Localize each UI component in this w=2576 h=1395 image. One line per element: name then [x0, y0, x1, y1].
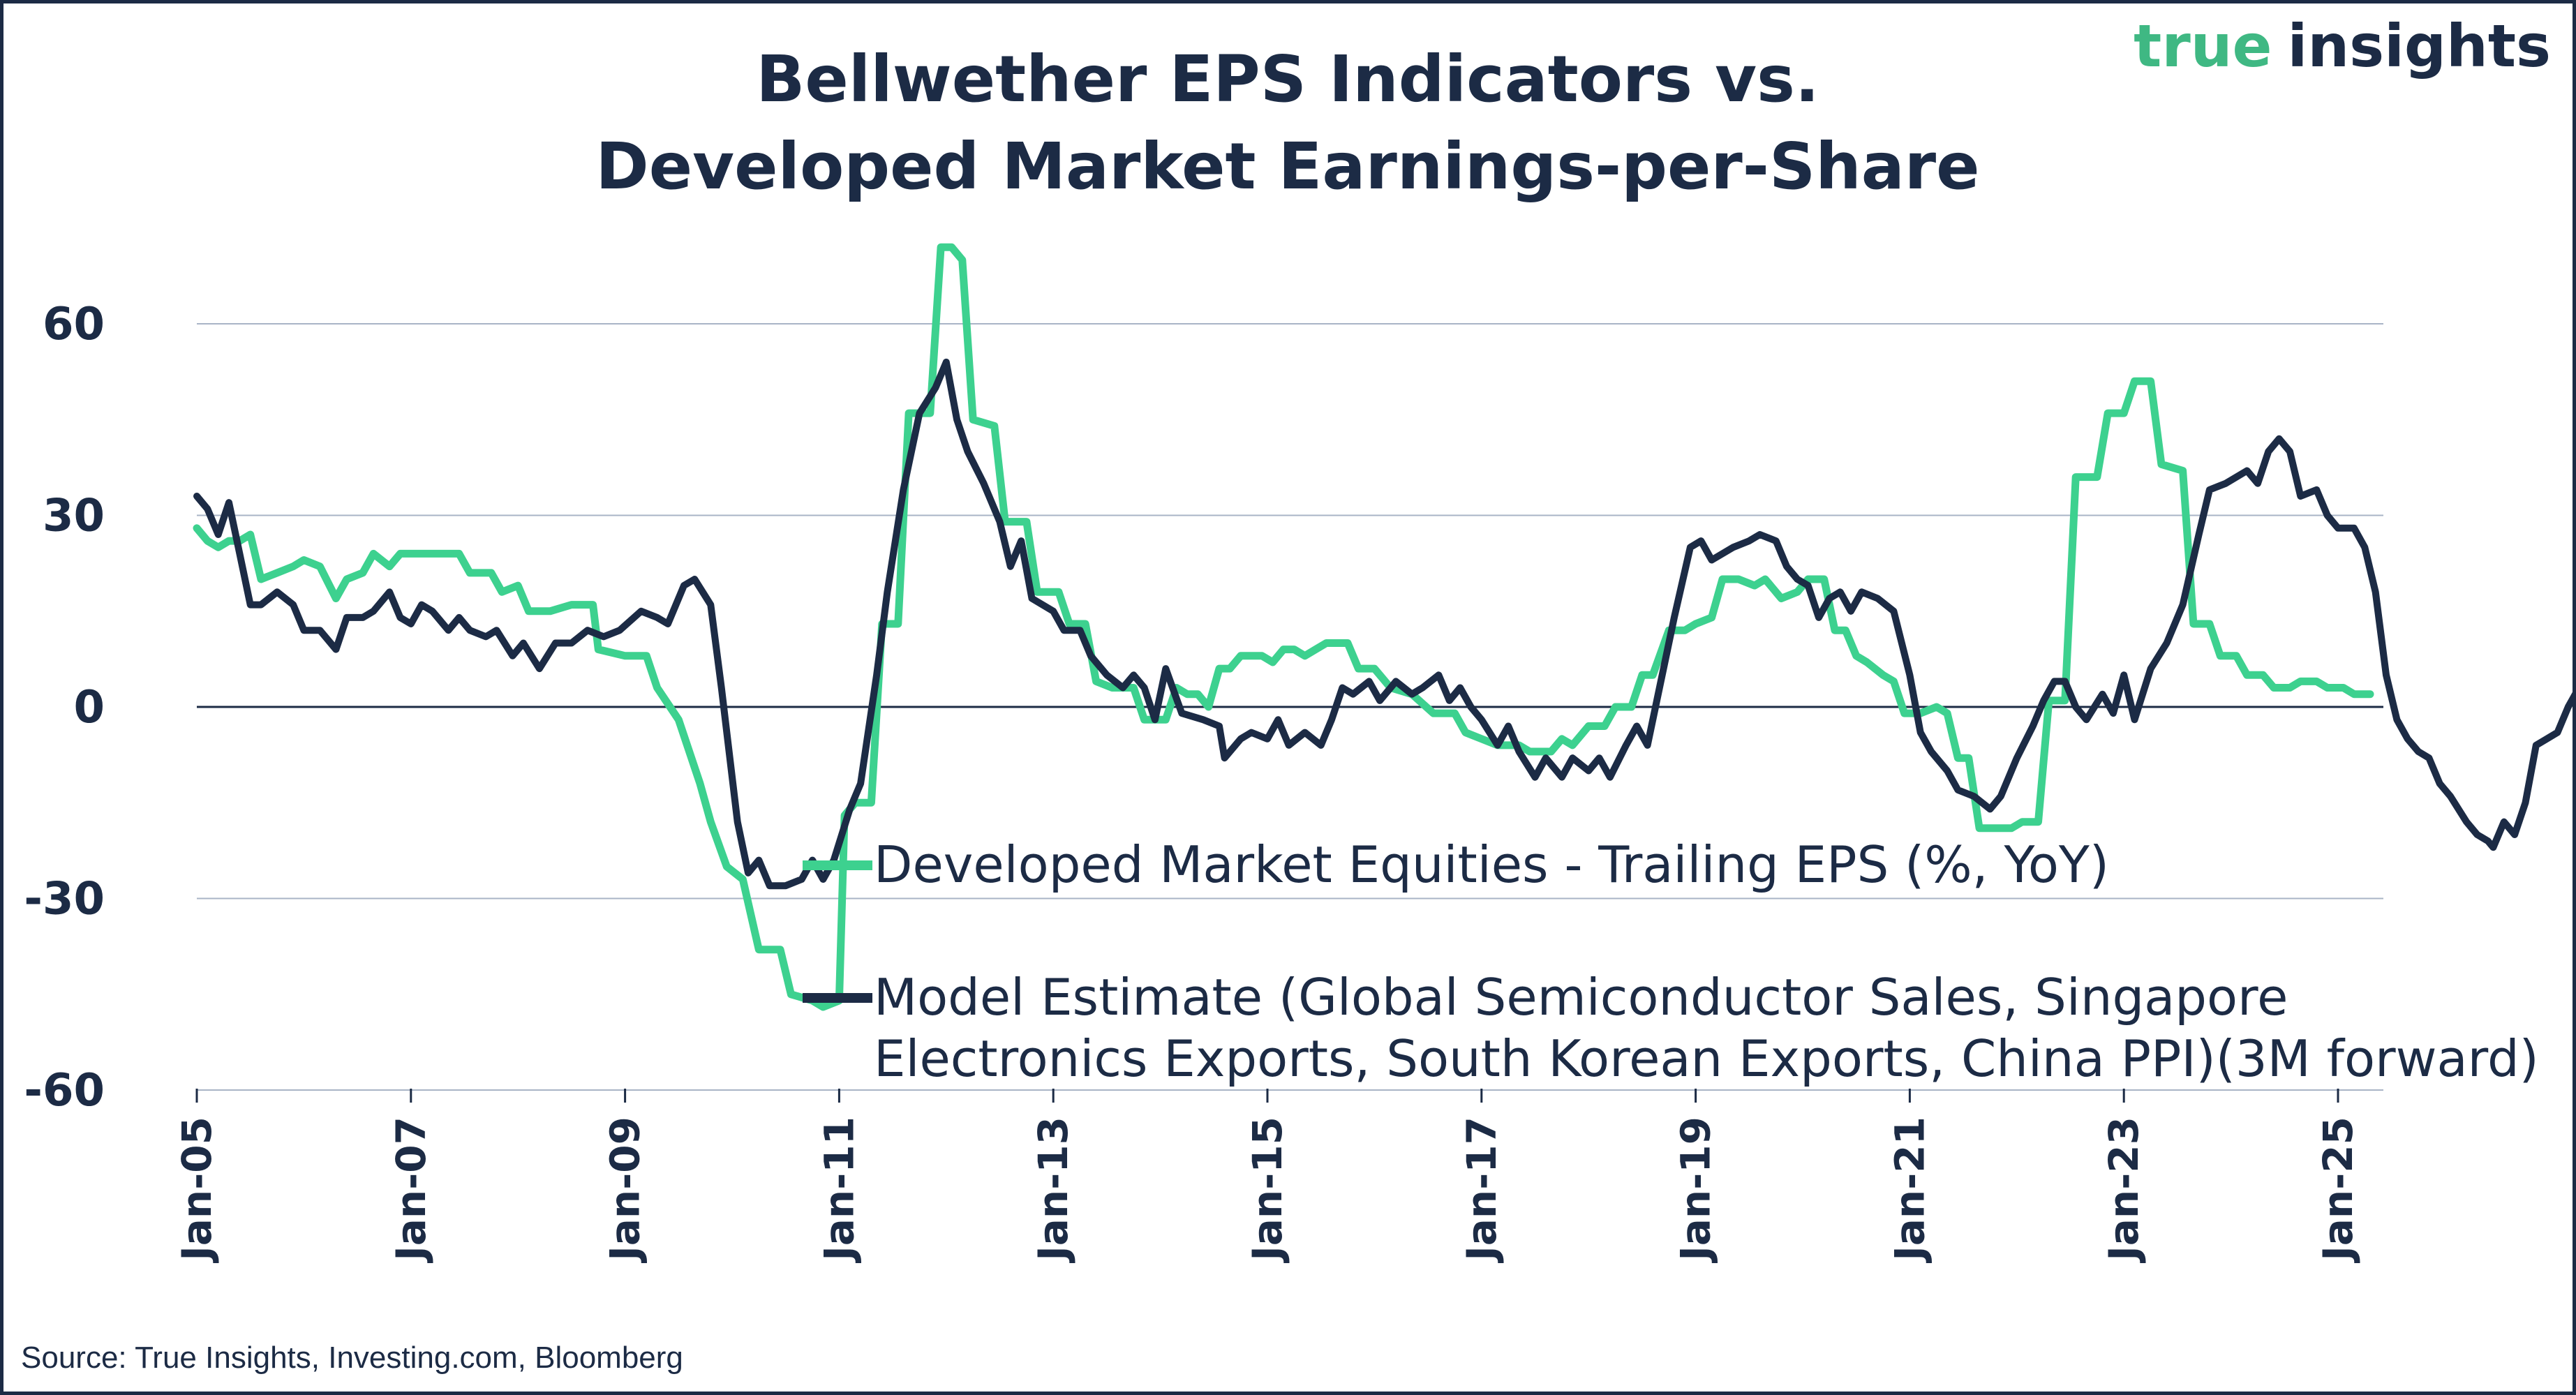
y-tick-label-60: 60 — [43, 299, 105, 350]
y-tick-label--60: -60 — [24, 1065, 105, 1117]
x-tick-label-Jan-15: Jan-15 — [1244, 1117, 1291, 1264]
logo-part-insights: insights — [2288, 12, 2551, 80]
legend-label-model-estimate-line-2: Electronics Exports, South Korean Export… — [874, 1029, 2539, 1088]
series-line-trailing-eps — [193, 243, 2374, 1011]
legend-label-model-estimate-line-1: Model Estimate (Global Semiconductor Sal… — [874, 968, 2288, 1027]
series — [193, 243, 2576, 1011]
chart-title-line-1: Bellwether EPS Indicators vs. — [756, 42, 1819, 117]
x-tick-label-Jan-25: Jan-25 — [2314, 1117, 2362, 1264]
x-tick-label-Jan-23: Jan-23 — [2100, 1117, 2147, 1264]
x-tick-label-Jan-09: Jan-09 — [602, 1117, 649, 1264]
x-tick-label-Jan-07: Jan-07 — [387, 1117, 435, 1264]
logo-part-true: true — [2134, 12, 2272, 80]
chart-title: Bellwether EPS Indicators vs. Developed … — [595, 42, 1979, 204]
legend-label-model-estimate: Model Estimate (Global Semiconductor Sal… — [874, 968, 2539, 1088]
y-tick-label-30: 30 — [43, 491, 105, 542]
chart-title-line-2: Developed Market Earnings-per-Share — [595, 129, 1979, 204]
x-tick-label-Jan-13: Jan-13 — [1029, 1117, 1077, 1264]
logo: true insights — [2134, 12, 2551, 80]
source-note: Source: True Insights, Investing.com, Bl… — [21, 1341, 683, 1375]
y-tick-label--30: -30 — [24, 874, 105, 925]
x-tick-label-Jan-19: Jan-19 — [1672, 1117, 1720, 1264]
series-line-model-estimate — [193, 358, 2576, 890]
grid — [197, 323, 2383, 1091]
x-tick-label-Jan-21: Jan-21 — [1886, 1117, 1933, 1264]
legend-label-trailing-eps: Developed Market Equities - Trailing EPS… — [874, 835, 2109, 894]
legend: Developed Market Equities - Trailing EPS… — [803, 835, 2539, 1088]
axes: 60 30 0 -30 -60 Jan-05 Jan-07 Jan-09 Jan-11 Jan-1… — [24, 299, 2383, 1264]
x-tick-label-Jan-17: Jan-17 — [1458, 1117, 1505, 1264]
y-tick-label-0: 0 — [73, 682, 105, 733]
x-tick-label-Jan-11: Jan-11 — [815, 1117, 863, 1264]
x-tick-label-Jan-05: Jan-05 — [173, 1117, 221, 1264]
logo-text: true insights — [2134, 12, 2551, 80]
